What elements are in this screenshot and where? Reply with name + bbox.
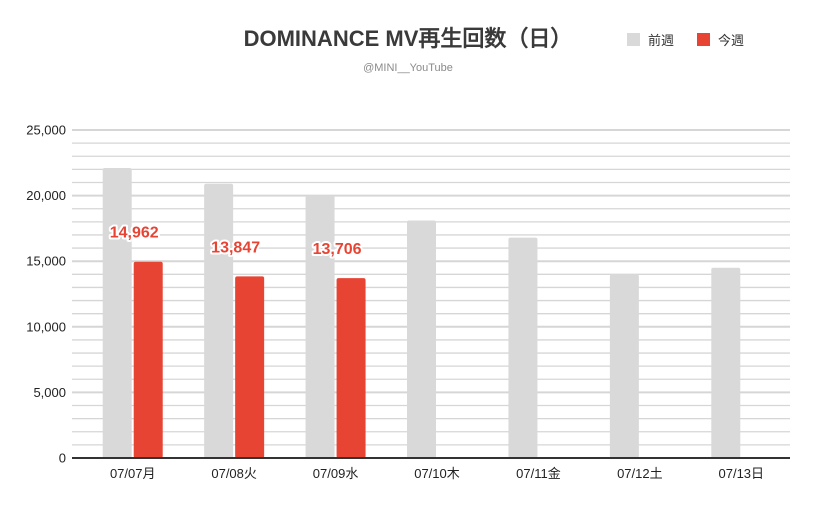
y-tick-label: 25,000: [26, 123, 66, 138]
y-tick-label: 5,000: [33, 385, 66, 400]
legend: 前週 今週: [627, 33, 744, 48]
bar-last-week: [204, 183, 234, 459]
data-label: 13,847: [211, 239, 260, 256]
legend-swatch: [697, 33, 710, 46]
bar-this-week: [133, 261, 163, 458]
legend-label: 前週: [648, 33, 674, 48]
data-label: 14,962: [110, 225, 159, 242]
bar-last-week: [102, 168, 132, 458]
bar-this-week: [235, 276, 265, 458]
data-labels: 14,962 13,847 13,706: [108, 223, 364, 260]
x-axis: 07/07月 07/08火 07/09水 07/10木 07/11金 07/12土 07/1…: [72, 457, 790, 481]
bars: [102, 168, 741, 459]
y-tick-label: 20,000: [26, 188, 66, 203]
bar-last-week: [508, 237, 538, 458]
y-tick-label: 10,000: [26, 319, 66, 334]
chart-title: DOMINANCE MV再生回数（日）: [244, 26, 573, 51]
bar-last-week: [407, 220, 436, 458]
y-tick-label: 15,000: [26, 254, 66, 269]
bar-last-week: [609, 274, 639, 458]
x-tick-label: 07/13日: [719, 466, 765, 481]
legend-swatch: [627, 33, 640, 46]
x-tick-label: 07/12土: [617, 466, 663, 481]
x-tick-label: 07/07月: [110, 466, 156, 481]
x-tick-label: 07/10木: [414, 466, 460, 481]
legend-label: 今週: [718, 33, 744, 48]
bar-last-week: [711, 267, 741, 458]
data-label: 13,706: [313, 241, 362, 258]
y-axis: 0 5,000 10,000 15,000 20,000 25,000: [26, 123, 66, 466]
x-tick-label: 07/11金: [516, 466, 561, 481]
x-tick-label: 07/09水: [313, 466, 359, 481]
bar-last-week: [305, 195, 335, 458]
chart-subtitle: @MINI__YouTube: [363, 62, 453, 74]
x-tick-label: 07/08火: [211, 466, 257, 481]
y-tick-label: 0: [59, 451, 66, 466]
bar-this-week: [336, 278, 366, 458]
